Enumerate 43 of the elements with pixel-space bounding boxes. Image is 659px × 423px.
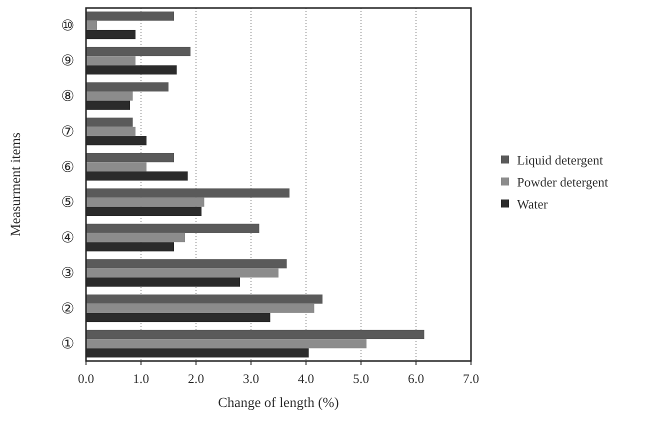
y-tick-label: ⑤ (61, 195, 74, 212)
bar (86, 126, 136, 136)
bar (86, 12, 174, 21)
legend-label: Powder detergent (517, 174, 608, 190)
bar (86, 330, 424, 340)
y-tick-label: ① (61, 336, 74, 353)
bar (86, 259, 287, 268)
bar (86, 162, 146, 172)
y-tick-label: ⑨ (61, 54, 74, 70)
y-axis-title: Measurment items (9, 132, 24, 236)
bar (86, 232, 185, 242)
bar (86, 268, 278, 278)
x-tick-label: 4.0 (298, 371, 314, 386)
bar (86, 294, 322, 304)
y-tick-label: ⑩ (61, 18, 74, 34)
y-tick-label: ⑧ (61, 89, 74, 106)
x-axis-title: Change of length (%) (218, 396, 340, 411)
x-tick-label: 1.0 (132, 371, 150, 386)
bar (86, 153, 174, 162)
legend-label: Water (517, 196, 548, 212)
x-tick-label: 5.0 (352, 371, 370, 386)
bar (86, 304, 314, 313)
bar (86, 20, 97, 30)
bar (86, 339, 366, 348)
x-tick-label: 3.0 (242, 371, 260, 386)
bar (86, 118, 133, 127)
bar (86, 224, 260, 233)
x-tick-label: 6.0 (408, 371, 424, 386)
bar (86, 188, 290, 198)
bar (86, 198, 204, 207)
y-tick-label: ③ (61, 266, 74, 282)
bar (86, 56, 136, 66)
y-tick-label: ⑥ (61, 160, 74, 176)
bar (86, 46, 190, 56)
y-tick-label: ⑦ (61, 124, 74, 140)
x-tick-label: 7.0 (462, 371, 480, 386)
y-tick-label: ④ (61, 230, 74, 247)
bar (86, 82, 168, 92)
x-tick-label: 0.0 (78, 371, 94, 386)
y-tick-label: ② (61, 301, 74, 318)
bar (86, 91, 133, 101)
legend-label: Liquid detergent (517, 152, 604, 168)
x-tick-label: 2.0 (188, 371, 204, 386)
